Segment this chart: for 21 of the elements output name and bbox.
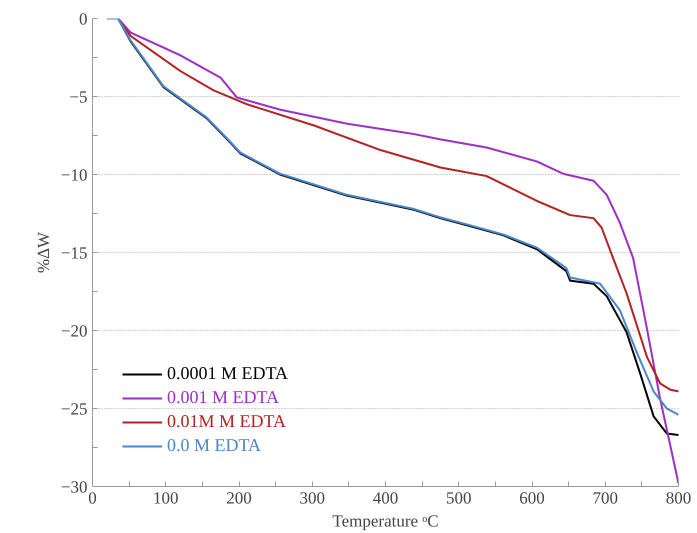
y-axis-title: %ΔW bbox=[34, 230, 53, 274]
x-tick-label: 100 bbox=[153, 488, 178, 508]
y-tick-label: −15 bbox=[60, 244, 88, 262]
legend-label: 0.0001 M EDTA bbox=[167, 363, 288, 384]
legend-label: 0.01M M EDTA bbox=[167, 411, 286, 432]
x-tick-label: 800 bbox=[666, 488, 692, 508]
x-tick-label: 600 bbox=[519, 488, 545, 508]
y-tick-label: −30 bbox=[60, 478, 88, 496]
y-tick-label: −5 bbox=[69, 88, 88, 106]
x-tick-label: 200 bbox=[226, 488, 252, 508]
x-tick-label: 400 bbox=[372, 488, 398, 508]
y-tick-label: −20 bbox=[60, 322, 88, 340]
x-tick-label: 300 bbox=[300, 488, 325, 508]
y-tick-label: −10 bbox=[60, 166, 88, 184]
legend-label: 0.0 M EDTA bbox=[167, 435, 262, 456]
x-axis-title: Temperature ᵒC bbox=[332, 512, 439, 530]
x-tick-label: 700 bbox=[592, 488, 618, 508]
legend-label: 0.001 M EDTA bbox=[167, 387, 280, 408]
y-tick-label: −25 bbox=[60, 400, 88, 418]
x-tick-label: 500 bbox=[446, 488, 472, 508]
y-tick-label: 0 bbox=[79, 10, 88, 28]
